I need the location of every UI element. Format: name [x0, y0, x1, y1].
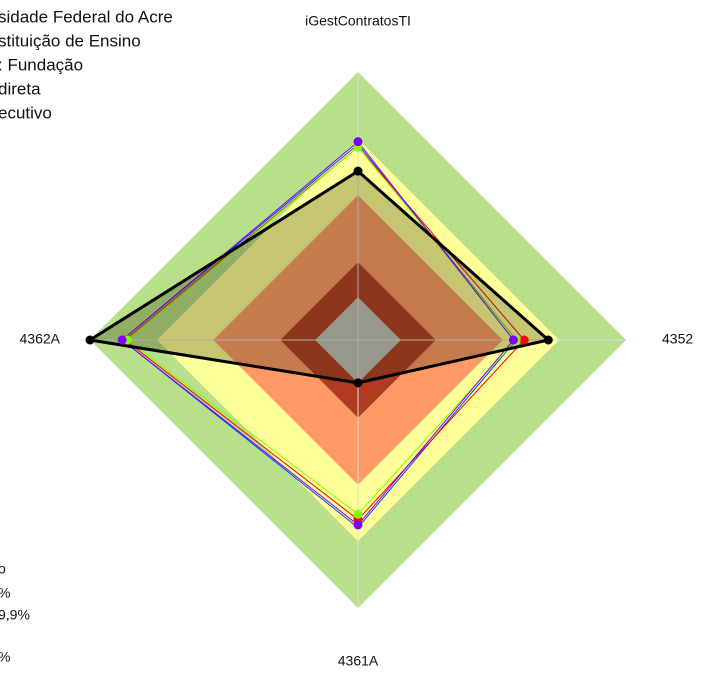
series-point: [508, 335, 518, 345]
series-point: [519, 335, 529, 345]
series-point: [85, 335, 95, 345]
series-point: [117, 335, 127, 345]
series-point: [353, 166, 363, 176]
info-text: : Fundação: [0, 55, 83, 74]
legend-text: %: [0, 649, 10, 665]
series-point: [353, 509, 363, 519]
axis-label: 4361A: [338, 653, 379, 669]
legend-text: o: [0, 561, 6, 577]
axis-label: 4362A: [20, 331, 61, 347]
series-point: [353, 378, 363, 388]
info-text: sidade Federal do Acre: [0, 7, 173, 26]
info-text: ecutivo: [0, 103, 52, 122]
series-point: [353, 137, 363, 147]
axis-label: 4352: [662, 331, 693, 347]
series-point: [353, 520, 363, 530]
axis-label: iGestContratosTI: [305, 13, 411, 29]
legend-text: %: [0, 585, 10, 601]
series-point: [543, 335, 553, 345]
info-text: stituição de Ensino: [0, 31, 141, 50]
info-text: direta: [0, 79, 41, 98]
legend-text: 9,9%: [0, 607, 30, 623]
